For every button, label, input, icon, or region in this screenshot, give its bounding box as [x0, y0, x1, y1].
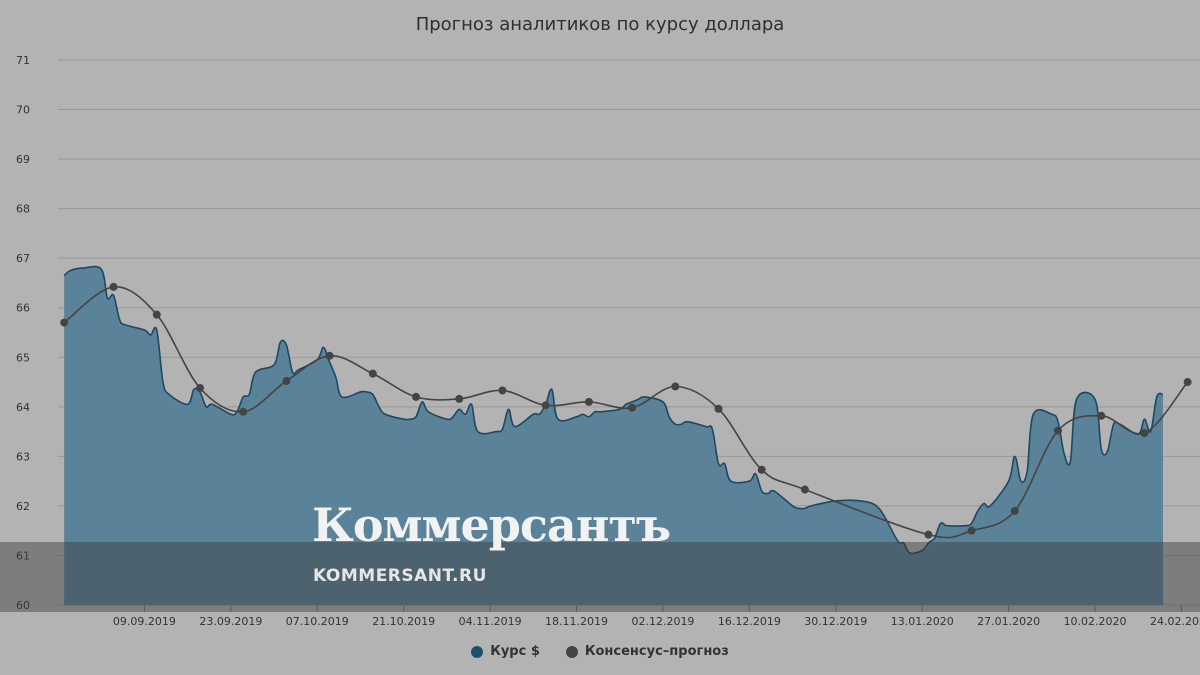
consensus-point: [1010, 506, 1019, 515]
y-tick-label: 70: [16, 104, 30, 117]
y-tick-label: 68: [16, 203, 30, 216]
series-consensus: [60, 282, 1192, 539]
kommersant-url: KOMMERSANT.RU: [313, 566, 487, 586]
kommersant-logo: Коммерсантъ: [312, 498, 671, 552]
x-tick-label: 21.10.2019: [372, 615, 435, 628]
legend-label: Курс $: [490, 644, 540, 659]
usd-rate-area: [64, 266, 1163, 605]
consensus-point: [152, 310, 161, 319]
x-tick-label: 02.12.2019: [631, 615, 694, 628]
x-axis: 09.09.2019 23.09.2019 07.10.2019 21.10.2019…: [113, 605, 1200, 628]
series-usd-rate: [63, 265, 1164, 605]
consensus-point: [1054, 426, 1063, 435]
x-tick-label: 23.09.2019: [199, 615, 262, 628]
consensus-point: [924, 530, 933, 539]
y-tick-label: 67: [16, 252, 30, 265]
consensus-point: [1097, 411, 1106, 420]
x-tick-label: 10.02.2020: [1064, 615, 1127, 628]
consensus-point: [498, 386, 507, 395]
consensus-point: [1140, 429, 1149, 438]
x-tick-label: 24.02.2020: [1150, 615, 1200, 628]
consensus-point: [1183, 378, 1192, 387]
consensus-point: [757, 465, 766, 474]
consensus-point: [455, 394, 464, 403]
x-tick-label: 07.10.2019: [286, 615, 349, 628]
x-tick-label: 30.12.2019: [804, 615, 867, 628]
consensus-point: [195, 383, 204, 392]
y-tick-label: 60: [16, 599, 30, 612]
consensus-point: [325, 351, 334, 360]
consensus-point: [671, 382, 680, 391]
y-tick-label: 61: [16, 549, 30, 562]
legend: Курс $ Консенсус–прогноз: [0, 644, 1200, 659]
consensus-point: [412, 392, 421, 401]
y-axis: 60 61 62 63 64 65 66 67 68 69 70 71: [16, 54, 30, 612]
x-tick-label: 13.01.2020: [891, 615, 954, 628]
consensus-point: [109, 282, 118, 291]
consensus-point: [368, 369, 377, 378]
legend-dot-icon: [471, 645, 484, 658]
y-tick-label: 62: [16, 500, 30, 513]
legend-item-consensus[interactable]: Консенсус–прогноз: [565, 644, 729, 659]
x-tick-label: 04.11.2019: [459, 615, 522, 628]
consensus-point: [541, 401, 550, 410]
legend-label: Консенсус–прогноз: [584, 644, 729, 659]
y-tick-label: 69: [16, 153, 30, 166]
y-tick-label: 65: [16, 351, 30, 364]
consensus-point: [239, 407, 248, 416]
consensus-point: [584, 397, 593, 406]
consensus-point: [967, 526, 976, 535]
y-tick-label: 64: [16, 401, 30, 414]
x-tick-label: 09.09.2019: [113, 615, 176, 628]
y-tick-label: 63: [16, 450, 30, 463]
watermark-band: [0, 542, 1200, 612]
consensus-point: [282, 377, 291, 386]
legend-dot-icon: [565, 645, 578, 658]
consensus-point: [60, 318, 69, 327]
y-tick-label: 66: [16, 302, 30, 315]
y-tick-label: 71: [16, 54, 30, 67]
x-tick-label: 18.11.2019: [545, 615, 608, 628]
x-tick-label: 27.01.2020: [977, 615, 1040, 628]
x-tick-label: 16.12.2019: [718, 615, 781, 628]
consensus-point: [714, 404, 723, 413]
consensus-point: [628, 403, 637, 412]
consensus-point: [800, 485, 809, 494]
legend-item-usd-rate[interactable]: Курс $: [471, 644, 540, 659]
chart-title: Прогноз аналитиков по курсу доллара: [415, 14, 785, 35]
usd-rate-line: [63, 265, 1164, 555]
